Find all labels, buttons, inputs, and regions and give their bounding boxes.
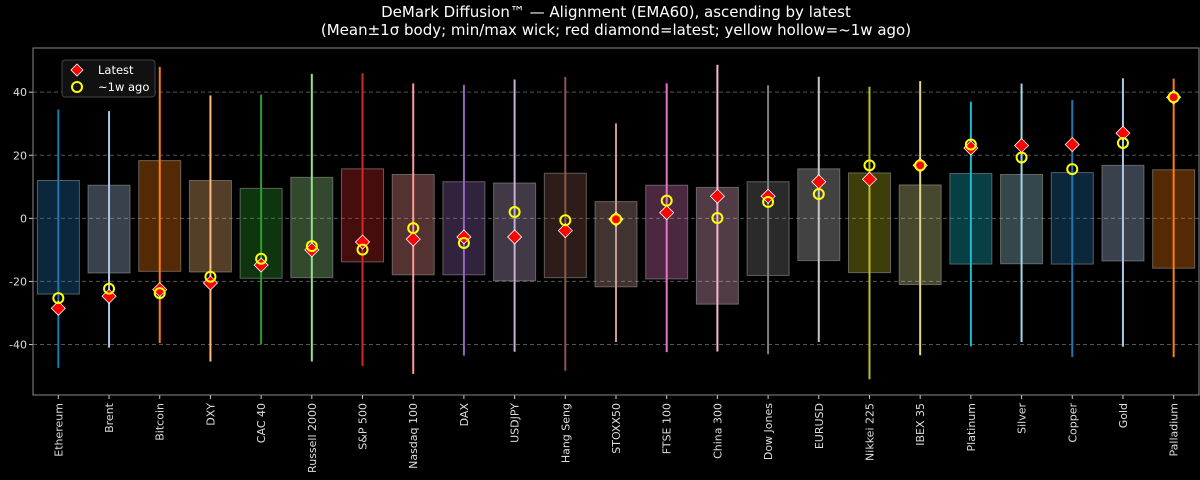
prior-marker (305, 240, 318, 253)
prior-marker (407, 222, 420, 235)
y-axis: -40 -20 0 20 40 (9, 86, 33, 352)
y-tick-label: 0 (20, 212, 27, 225)
prior-marker (914, 159, 927, 172)
legend-prior-circle-icon (71, 81, 83, 93)
x-tick-label: FTSE 100 (661, 403, 674, 454)
x-tick-label: Gold (1117, 403, 1130, 428)
legend: Latest ~1w ago (61, 59, 156, 98)
prior-marker (153, 287, 166, 300)
prior-marker (1066, 163, 1079, 176)
x-tick-label: Palladium (1168, 403, 1181, 456)
prior-marker (1015, 151, 1028, 164)
latest-marker (557, 223, 573, 239)
x-tick-label: Platinum (965, 403, 978, 451)
x-tick-label: Nikkei 225 (863, 403, 876, 461)
x-tick-label: IBEX 35 (914, 403, 927, 446)
prior-marker (204, 270, 217, 283)
x-tick-label: Nasdaq 100 (407, 403, 420, 469)
plot-frame (32, 47, 1200, 396)
x-tick-label: EURUSD (813, 403, 826, 449)
chart-title: DeMark Diffusion™ — Alignment (EMA60), a… (381, 3, 851, 21)
prior-marker (52, 292, 65, 305)
prior-marker (255, 252, 268, 265)
latest-marker (1064, 136, 1080, 153)
latest-marker (861, 171, 878, 187)
y-tick-label: 20 (13, 149, 27, 162)
latest-marker (1115, 125, 1131, 141)
x-tick-label: DXY (204, 403, 217, 426)
chart-subtitle: (Mean±1σ body; min/max wick; red diamond… (321, 21, 911, 39)
prior-marker (812, 188, 825, 201)
x-axis: Ethereum Brent Bitcoin DXY CAC 40 Russell 200… (52, 395, 1181, 473)
x-tick-label: Ethereum (52, 403, 65, 457)
y-tick-label: -40 (9, 339, 27, 352)
prior-marker (103, 282, 116, 295)
x-tick-label: Hang Seng (559, 403, 572, 463)
x-tick-label: Russell 2000 (306, 403, 319, 473)
prior-marker (1116, 136, 1129, 149)
y-tick-label: -20 (9, 275, 27, 288)
marks (36, 64, 1196, 380)
legend-latest-label: Latest (98, 63, 134, 77)
prior-marker (660, 194, 673, 207)
x-tick-label: China 300 (711, 403, 724, 459)
prior-marker (610, 213, 622, 226)
prior-marker (1167, 91, 1180, 104)
x-tick-label: S&P 500 (357, 403, 370, 450)
latest-marker (405, 231, 421, 247)
x-tick-label: STOXX50 (610, 403, 623, 454)
latest-marker (659, 205, 675, 221)
latest-marker (709, 188, 725, 204)
latest-marker (152, 282, 168, 298)
x-tick-label: USDJPY (509, 403, 522, 443)
legend-latest-diamond-icon (70, 63, 84, 77)
legend-box (61, 59, 156, 98)
x-tick-label: Copper (1066, 403, 1079, 443)
legend-prior-label: ~1w ago (98, 80, 149, 94)
prior-marker (559, 214, 572, 227)
prior-marker (863, 159, 876, 172)
x-tick-label: Silver (1016, 403, 1029, 434)
x-tick-label: Brent (103, 402, 116, 433)
prior-marker (762, 195, 775, 208)
y-tick-label: 40 (13, 86, 27, 99)
prior-marker (508, 206, 521, 219)
x-tick-label: Bitcoin (154, 403, 167, 441)
x-tick-label: CAC 40 (255, 403, 268, 443)
latest-marker (507, 229, 523, 245)
latest-marker (354, 234, 371, 250)
prior-marker (964, 138, 977, 151)
x-tick-label: DAX (458, 403, 471, 427)
prior-marker (457, 236, 470, 249)
latest-marker (50, 300, 66, 316)
prior-marker (356, 243, 369, 256)
latest-marker (1014, 137, 1030, 154)
x-tick-label: Dow Jones (762, 403, 775, 460)
prior-marker (711, 212, 724, 225)
